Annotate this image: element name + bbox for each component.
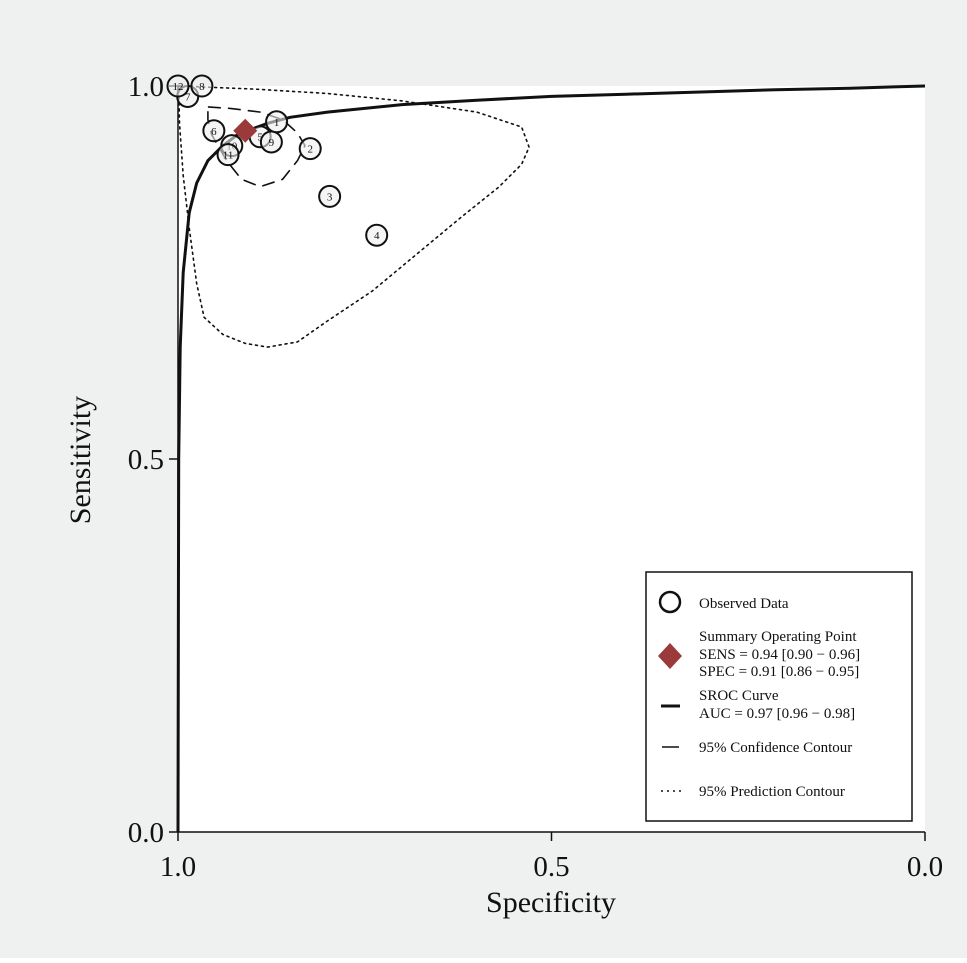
study-point-12 — [166, 74, 190, 98]
points-layer: 123456789101112 — [166, 74, 389, 247]
study-label-8: 8 — [199, 81, 205, 93]
x-tick-label: 0.5 — [533, 851, 569, 883]
study-point-6 — [202, 119, 226, 143]
study-point-4 — [365, 223, 389, 247]
legend-summary-title: Summary Operating Point — [699, 629, 857, 645]
y-tick-label: 1.0 — [128, 71, 164, 103]
legend-summary-spec: SPEC = 0.91 [0.86 − 0.95] — [699, 664, 859, 680]
study-label-5: 5 — [257, 132, 263, 144]
study-label-12: 12 — [173, 81, 184, 93]
legend-prediction-label: 95% Prediction Contour — [699, 784, 845, 800]
legend-sroc-auc: AUC = 0.97 [0.96 − 0.98] — [699, 706, 855, 722]
x-axis-label: Specificity — [486, 886, 616, 919]
study-label-11: 11 — [223, 150, 234, 162]
legend-observed-icon — [658, 590, 682, 614]
axes-layer: 0.0 0.5 1.0 1.0 0.5 0.0 — [128, 71, 943, 883]
legend: Observed Data Summary Operating Point SE… — [645, 571, 913, 822]
y-tick-label: 0.0 — [128, 817, 164, 849]
legend-summary-sens: SENS = 0.94 [0.90 − 0.96] — [699, 647, 860, 663]
study-label-4: 4 — [374, 230, 380, 242]
study-point-9 — [259, 130, 283, 154]
study-point-3 — [318, 184, 342, 208]
study-label-9: 9 — [269, 137, 275, 149]
legend-observed-label: Observed Data — [699, 596, 789, 612]
y-axis-label: Sensitivity — [64, 396, 97, 524]
summary-operating-point — [233, 118, 258, 143]
legend-box — [645, 571, 913, 822]
legend-summary-icon — [658, 643, 682, 669]
study-label-2: 2 — [307, 144, 313, 156]
study-point-11 — [216, 143, 240, 167]
study-label-7: 7 — [185, 91, 191, 103]
prediction-contour — [177, 85, 530, 348]
study-label-6: 6 — [211, 126, 217, 138]
study-point-2 — [298, 137, 322, 161]
study-label-1: 1 — [274, 117, 280, 129]
x-tick-label: 0.0 — [907, 851, 943, 883]
study-label-3: 3 — [327, 191, 333, 203]
legend-confidence-label: 95% Confidence Contour — [699, 740, 852, 756]
y-tick-label: 0.5 — [128, 444, 164, 476]
study-point-8 — [190, 74, 214, 98]
x-tick-label: 1.0 — [160, 851, 196, 883]
legend-sroc-title: SROC Curve — [699, 688, 779, 704]
